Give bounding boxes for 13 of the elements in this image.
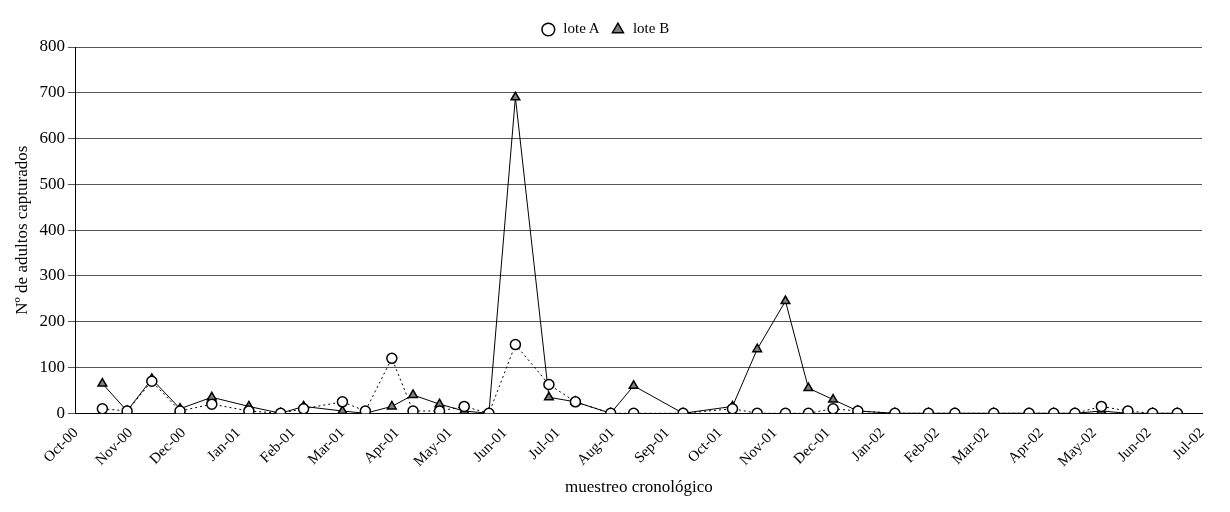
y-tick-label: 300 (39, 265, 65, 285)
y-tick-label: 600 (39, 128, 65, 148)
y-tick-label: 700 (39, 82, 65, 102)
y-tick-label: 0 (56, 402, 65, 422)
y-tick-label: 100 (39, 356, 65, 376)
legend-label: lote A (563, 20, 600, 37)
y-axis-title: Nº de adultos capturados (11, 145, 31, 315)
y-tick-label: 400 (39, 219, 65, 239)
y-tick-label: 500 (39, 173, 65, 193)
x-axis-title: muestreo cronológico (565, 477, 713, 497)
y-tick-label: 800 (39, 36, 65, 56)
legend-label: lote B (632, 20, 670, 37)
y-tick-label: 200 (39, 311, 65, 331)
